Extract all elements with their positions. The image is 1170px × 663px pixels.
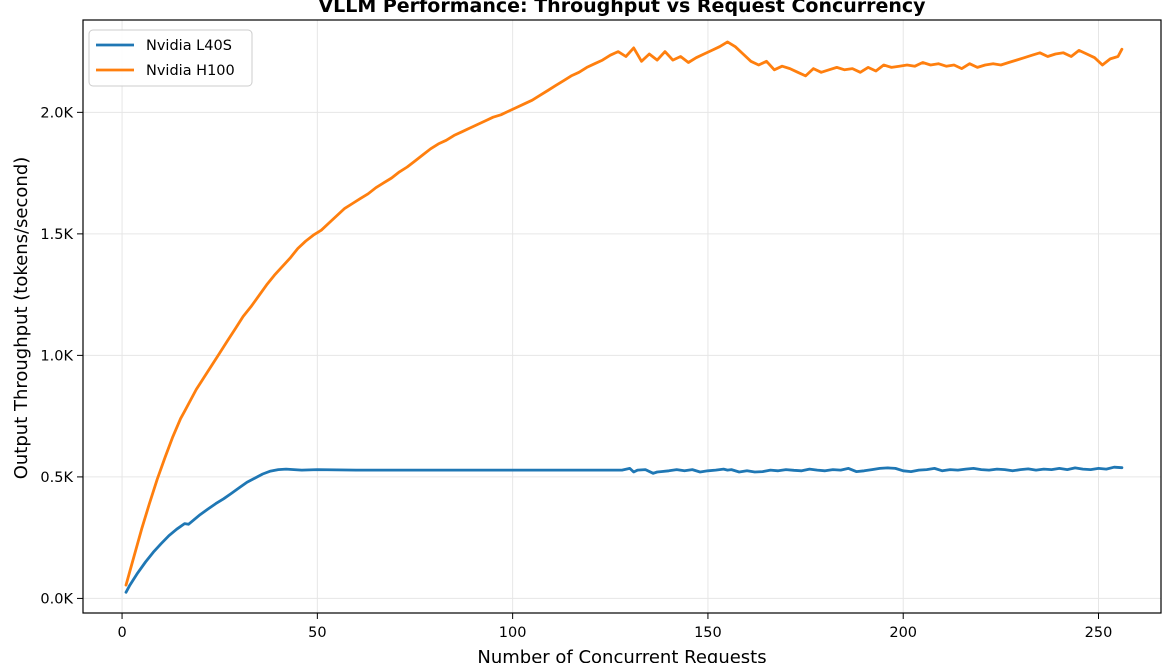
y-axis-label: Output Throughput (tokens/second) bbox=[11, 157, 32, 480]
x-tick-label: 0 bbox=[117, 625, 126, 641]
x-tick-label: 50 bbox=[308, 625, 326, 641]
x-tick-label: 150 bbox=[694, 625, 722, 641]
x-tick-label: 100 bbox=[499, 625, 527, 641]
axis-ticks: 0 50 100 150 200 250 0.0K 0.5K 1.0K 1.5K 2.0K bbox=[40, 105, 1112, 641]
chart-title: VLLM Performance: Throughput vs Request … bbox=[318, 0, 926, 17]
legend: Nvidia L40S Nvidia H100 bbox=[88, 29, 253, 87]
grid bbox=[83, 20, 1161, 613]
y-tick-label: 2.0K bbox=[40, 105, 73, 121]
plot-frame bbox=[82, 19, 1162, 614]
x-tick-label: 200 bbox=[889, 625, 917, 641]
y-tick-label: 1.0K bbox=[40, 348, 73, 364]
y-tick-label: 1.5K bbox=[40, 227, 73, 243]
y-tick-label: 0.0K bbox=[40, 591, 73, 607]
series-line-1 bbox=[124, 40, 1124, 587]
x-tick-label: 250 bbox=[1085, 625, 1113, 641]
legend-label-l40s: Nvidia L40S bbox=[146, 38, 232, 54]
y-tick-label: 0.5K bbox=[40, 470, 73, 486]
series-line-0 bbox=[124, 465, 1124, 594]
legend-label-h100: Nvidia H100 bbox=[146, 63, 235, 79]
series-lines bbox=[124, 40, 1124, 594]
x-axis-label: Number of Concurrent Requests bbox=[477, 647, 766, 663]
